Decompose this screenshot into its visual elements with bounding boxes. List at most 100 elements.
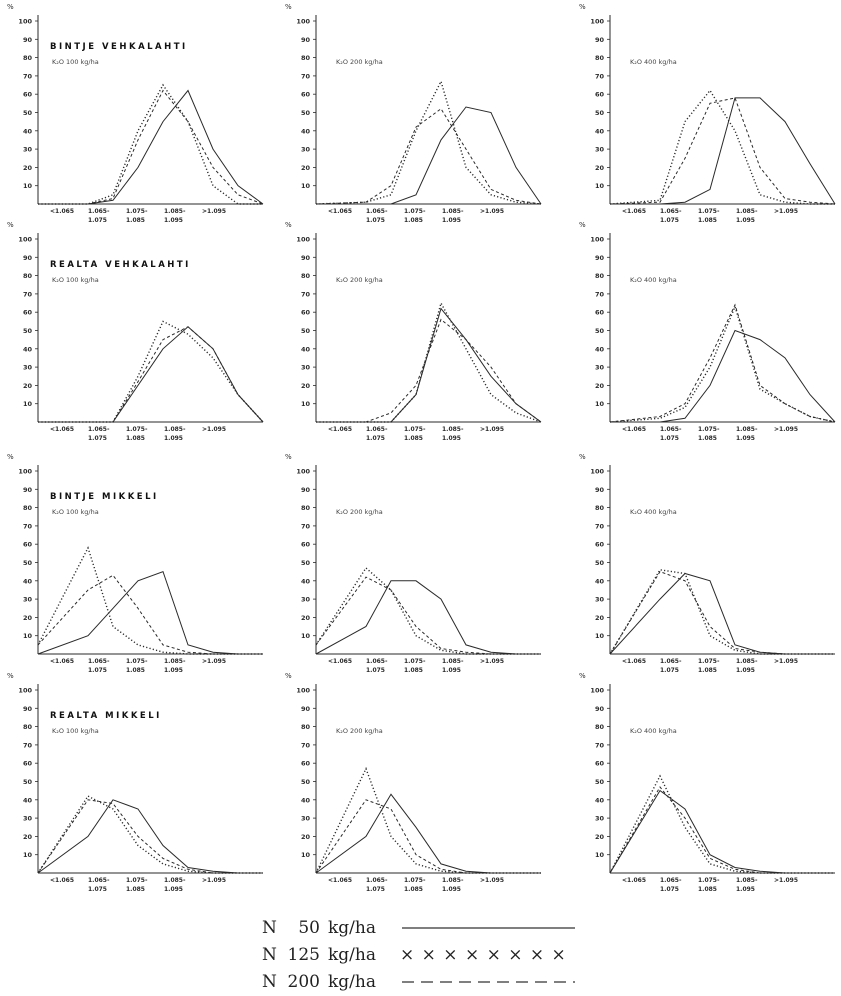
x-tick-label: 1.065-	[366, 658, 388, 665]
series-line-dashed	[38, 89, 264, 205]
y-tick-label: 100	[296, 236, 310, 244]
x-tick-label: >1.095	[202, 208, 226, 215]
x-tick-label: 1.095	[442, 435, 461, 442]
y-tick-label: 50	[301, 327, 311, 335]
x-tick-label: 1.085-	[442, 208, 464, 215]
series-line-dashed	[315, 108, 542, 205]
y-tick-label: 40	[595, 345, 605, 353]
series-line-solid	[315, 793, 541, 874]
x-tick-label: 1.085	[698, 886, 717, 893]
y-tick-label: 20	[23, 614, 33, 622]
y-tick-label: 40	[595, 796, 605, 804]
panel-title: REALTA VEHKALAHTI	[50, 260, 191, 270]
series-line-dotted-cross	[315, 79, 542, 205]
y-tick-label: 10	[23, 400, 33, 408]
y-tick-label: 70	[301, 290, 311, 298]
series-line-dashed	[315, 799, 541, 874]
panel-subtitle: K₂O 200 kg/ha	[336, 727, 383, 735]
x-tick-label: 1.095	[164, 667, 183, 674]
series-line-solid	[610, 329, 836, 423]
y-tick-label: 20	[595, 614, 605, 622]
series-line-dashed	[609, 786, 835, 874]
x-tick-label: 1.085	[126, 435, 145, 442]
y-tick-label: 90	[595, 36, 605, 44]
y-tick-label: 80	[23, 504, 33, 512]
x-tick-label: 1.075	[660, 667, 679, 674]
series-line-solid	[37, 570, 263, 655]
y-tick-label: 40	[23, 127, 33, 135]
y-tick-label: 90	[301, 254, 311, 262]
y-tick-label: 60	[595, 309, 605, 317]
chart-panel-1: % 10 20 30 40 50 60 70 80 90 100 <1.065 1.065- 1.075 1…	[7, 3, 264, 224]
series-line-dashed	[37, 574, 263, 655]
x-tick-label: 1.085-	[442, 877, 464, 884]
x-tick-label: 1.065-	[660, 658, 682, 665]
y-tick-label: 10	[23, 851, 33, 859]
y-tick-label: 100	[590, 18, 604, 26]
x-tick-label: <1.065	[50, 877, 74, 884]
y-tick-label: 80	[595, 272, 605, 280]
x-tick-label: >1.095	[774, 877, 798, 884]
y-tick-label: 30	[595, 596, 605, 604]
y-tick-label: 70	[23, 522, 33, 530]
y-tick-label: 20	[301, 382, 311, 390]
x-tick-label: 1.095	[164, 435, 183, 442]
y-tick-label: 30	[23, 596, 33, 604]
y-tick-label: 50	[595, 327, 605, 335]
x-tick-label: 1.065-	[366, 426, 388, 433]
panel-title: BINTJE MIKKELI	[50, 492, 159, 502]
y-tick-label: 50	[23, 109, 33, 117]
y-tick-label: 90	[595, 254, 605, 262]
y-tick-label: 30	[23, 364, 33, 372]
x-tick-label: 1.085-	[164, 426, 186, 433]
x-tick-label: >1.095	[774, 426, 798, 433]
y-tick-label: 50	[301, 109, 311, 117]
x-tick-label: 1.065-	[88, 426, 110, 433]
x-tick-label: <1.065	[50, 208, 74, 215]
x-tick-label: 1.075	[366, 435, 385, 442]
y-tick-label: 10	[301, 182, 311, 190]
x-tick-label: 1.095	[164, 886, 183, 893]
chart-panel-7: % 10 20 30 40 50 60 70 80 90 100 <1.065 1.065- 1.075 1…	[7, 453, 263, 674]
x-tick-label: 1.075-	[126, 426, 148, 433]
y-tick-label: 40	[301, 345, 311, 353]
y-unit-label: %	[579, 453, 586, 461]
y-unit-label: %	[285, 3, 292, 11]
legend-item-n125: N 125 kg/ha × × × × × × × ×	[262, 941, 622, 968]
y-tick-label: 30	[595, 815, 605, 823]
x-tick-label: 1.095	[164, 217, 183, 224]
series-line-dotted-cross	[37, 546, 263, 655]
y-unit-label: %	[7, 453, 14, 461]
y-tick-label: 40	[595, 127, 605, 135]
legend-unit: kg/ha	[328, 944, 376, 965]
y-tick-label: 40	[301, 127, 311, 135]
y-tick-label: 30	[23, 815, 33, 823]
y-tick-label: 40	[301, 796, 311, 804]
y-tick-label: 10	[301, 400, 311, 408]
x-tick-label: 1.085-	[164, 208, 186, 215]
chart-panel-12: % 10 20 30 40 50 60 70 80 90 100 <1.065 1.065- 1.075 1…	[579, 672, 835, 893]
x-tick-label: >1.095	[480, 877, 504, 884]
y-tick-label: 30	[595, 364, 605, 372]
chart-panel-4: % 10 20 30 40 50 60 70 80 90 100 <1.065 1.065- 1.075 1…	[7, 221, 264, 442]
y-tick-label: 90	[23, 254, 33, 262]
y-tick-label: 100	[296, 468, 310, 476]
x-tick-label: >1.095	[774, 658, 798, 665]
x-tick-label: <1.065	[328, 658, 352, 665]
y-tick-label: 40	[23, 796, 33, 804]
x-tick-label: 1.075-	[404, 208, 426, 215]
y-tick-label: 80	[23, 723, 33, 731]
x-tick-label: <1.065	[328, 426, 352, 433]
series-line-dotted-cross	[609, 89, 835, 205]
x-tick-label: 1.085	[126, 217, 145, 224]
y-tick-label: 10	[23, 182, 33, 190]
x-tick-label: 1.095	[736, 886, 755, 893]
y-tick-label: 90	[301, 486, 311, 494]
y-tick-label: 20	[301, 614, 311, 622]
x-tick-label: >1.095	[774, 208, 798, 215]
panel-title: REALTA MIKKELI	[50, 711, 162, 721]
x-tick-label: 1.075-	[698, 208, 720, 215]
panel-subtitle: K₂O 400 kg/ha	[630, 58, 677, 66]
y-tick-label: 90	[23, 705, 33, 713]
